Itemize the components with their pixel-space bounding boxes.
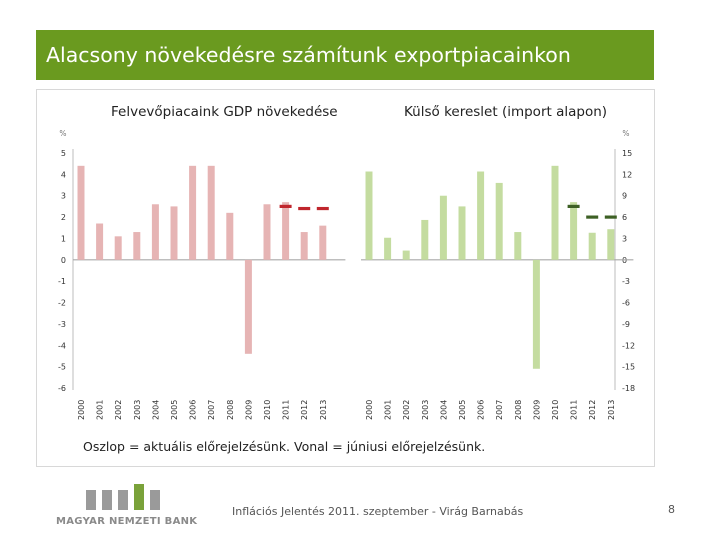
chart-right-xtick-label: 2001 bbox=[384, 400, 393, 420]
chart-left-ytick-label: -4 bbox=[58, 341, 66, 350]
chart-right-bar-2008 bbox=[514, 232, 522, 260]
chart-right-xtick-label: 2010 bbox=[551, 400, 560, 420]
chart-left-bar-2009 bbox=[244, 259, 252, 354]
logo-text: MAGYAR NEMZETI BANK bbox=[56, 516, 198, 527]
chart-left-ytick-label: -6 bbox=[58, 384, 66, 393]
chart-left-xtick-label: 2006 bbox=[189, 400, 198, 420]
mnb-logo: MAGYAR NEMZETI BANK bbox=[52, 480, 202, 532]
chart-left-bar-2008 bbox=[226, 212, 234, 260]
chart-panel: Felvevőpiacaink GDP növekedése% 5 4 3 2 1 0 -1 -… bbox=[36, 89, 655, 467]
chart-right-bar-2010 bbox=[551, 165, 559, 260]
chart-left-xtick-label: 2005 bbox=[170, 400, 179, 420]
chart-left-xtick-label: 2003 bbox=[133, 400, 142, 420]
chart-left-bar-2012 bbox=[300, 232, 308, 260]
chart-left-xtick-label: 2000 bbox=[77, 400, 86, 420]
chart-right-bar-2013 bbox=[607, 229, 615, 260]
chart-left-bar-2000 bbox=[77, 165, 85, 260]
chart-left-unit-label: % bbox=[59, 129, 66, 138]
chart-right-xtick-label: 2009 bbox=[532, 400, 541, 420]
chart-right-ytick-label: -12 bbox=[622, 341, 635, 350]
chart-right-bar-2005 bbox=[458, 206, 466, 260]
page-number: 8 bbox=[668, 503, 675, 516]
chart-left-ytick-label: 1 bbox=[61, 234, 66, 243]
chart-left-bar-2002 bbox=[114, 236, 122, 260]
chart-right-title: Külső kereslet (import alapon) bbox=[404, 104, 607, 120]
chart-right-bar-2006 bbox=[477, 171, 485, 260]
chart-right-ytick-label: -9 bbox=[622, 320, 630, 329]
chart-left-ytick-label: 4 bbox=[61, 170, 66, 179]
chart-right-xtick-label: 2012 bbox=[588, 400, 597, 420]
chart-left-ytick-label: -1 bbox=[58, 277, 66, 286]
chart-left-bar-2006 bbox=[189, 165, 197, 260]
chart-right-bar-2007 bbox=[495, 182, 503, 260]
chart-left-ytick-label: 3 bbox=[61, 192, 66, 201]
chart-left-xtick-label: 2010 bbox=[263, 400, 272, 420]
chart-right-ytick-label: 3 bbox=[622, 234, 627, 243]
chart-right-bar-2003 bbox=[421, 219, 429, 260]
chart-right-xtick-label: 2011 bbox=[570, 400, 579, 420]
chart-left-xtick-label: 2011 bbox=[282, 400, 291, 420]
chart-right-xtick-label: 2007 bbox=[495, 400, 504, 420]
chart-left-bar-2007 bbox=[207, 165, 215, 260]
slide-title: Alacsony növekedésre számítunk exportpia… bbox=[36, 30, 654, 80]
chart-left-bar-2005 bbox=[170, 206, 178, 260]
chart-right-xtick-label: 2002 bbox=[402, 400, 411, 420]
charts-figure: Felvevőpiacaink GDP növekedése% 5 4 3 2 1 0 -1 -… bbox=[58, 104, 635, 454]
chart-left-xtick-label: 2009 bbox=[244, 400, 253, 420]
chart-right-bar-2001 bbox=[384, 237, 392, 260]
chart-right-bar-2002 bbox=[402, 250, 410, 260]
chart-right-xtick-label: 2003 bbox=[421, 400, 430, 420]
chart-left-ytick-label: 2 bbox=[61, 213, 66, 222]
chart-right-xtick-label: 2004 bbox=[439, 400, 448, 420]
chart-right-bar-2009 bbox=[532, 259, 540, 369]
chart-left-bar-2011 bbox=[282, 202, 290, 260]
chart-right-bar-2012 bbox=[588, 232, 596, 260]
chart-right-unit-label: % bbox=[622, 129, 629, 138]
chart-left-ytick-label: -3 bbox=[58, 320, 66, 329]
chart-left-xtick-label: 2008 bbox=[226, 400, 235, 420]
chart-left-xtick-label: 2001 bbox=[96, 400, 105, 420]
chart-right-ytick-label: 9 bbox=[622, 192, 627, 201]
chart-right-ytick-label: -3 bbox=[622, 277, 630, 286]
chart-left-title: Felvevőpiacaink GDP növekedése bbox=[111, 104, 338, 120]
chart-left-ytick-label: -2 bbox=[58, 299, 66, 308]
chart-left-bar-2003 bbox=[133, 232, 141, 260]
chart-legend-note: Oszlop = aktuális előrejelzésünk. Vonal … bbox=[83, 439, 485, 454]
chart-right-xtick-label: 2005 bbox=[458, 400, 467, 420]
chart-right-ytick-label: 12 bbox=[622, 170, 632, 179]
chart-left-xtick-label: 2002 bbox=[114, 400, 123, 420]
chart-right-xtick-label: 2000 bbox=[365, 400, 374, 420]
chart-left-xtick-label: 2012 bbox=[300, 400, 309, 420]
chart-left-bar-2001 bbox=[96, 223, 104, 260]
chart-right-ytick-label: 6 bbox=[622, 213, 627, 222]
chart-right-bar-2011 bbox=[570, 202, 578, 260]
chart-right-xtick-label: 2013 bbox=[607, 400, 616, 420]
chart-left-ytick-label: 5 bbox=[61, 149, 66, 158]
chart-right-bar-2000 bbox=[365, 171, 373, 260]
chart-left-bar-2013 bbox=[319, 225, 327, 260]
footer-text: Inflációs Jelentés 2011. szeptember - Vi… bbox=[232, 505, 524, 518]
logo-mark-icon bbox=[86, 484, 160, 510]
chart-left-bar-2010 bbox=[263, 204, 271, 260]
chart-right-ytick-label: -15 bbox=[622, 363, 635, 372]
chart-left-bar-2004 bbox=[151, 204, 159, 260]
chart-left-ytick-label: -5 bbox=[58, 363, 66, 372]
chart-left-xtick-label: 2007 bbox=[207, 400, 216, 420]
chart-left-ytick-label: 0 bbox=[61, 256, 66, 265]
chart-left-xtick-label: 2004 bbox=[151, 400, 160, 420]
chart-left-xtick-label: 2013 bbox=[319, 400, 328, 420]
chart-right-xtick-label: 2006 bbox=[477, 400, 486, 420]
chart-right-ytick-label: -6 bbox=[622, 299, 630, 308]
chart-right-ytick-label: -18 bbox=[622, 384, 635, 393]
chart-right-xtick-label: 2008 bbox=[514, 400, 523, 420]
chart-right-ytick-label: 15 bbox=[622, 149, 632, 158]
chart-right-bar-2004 bbox=[439, 195, 447, 260]
